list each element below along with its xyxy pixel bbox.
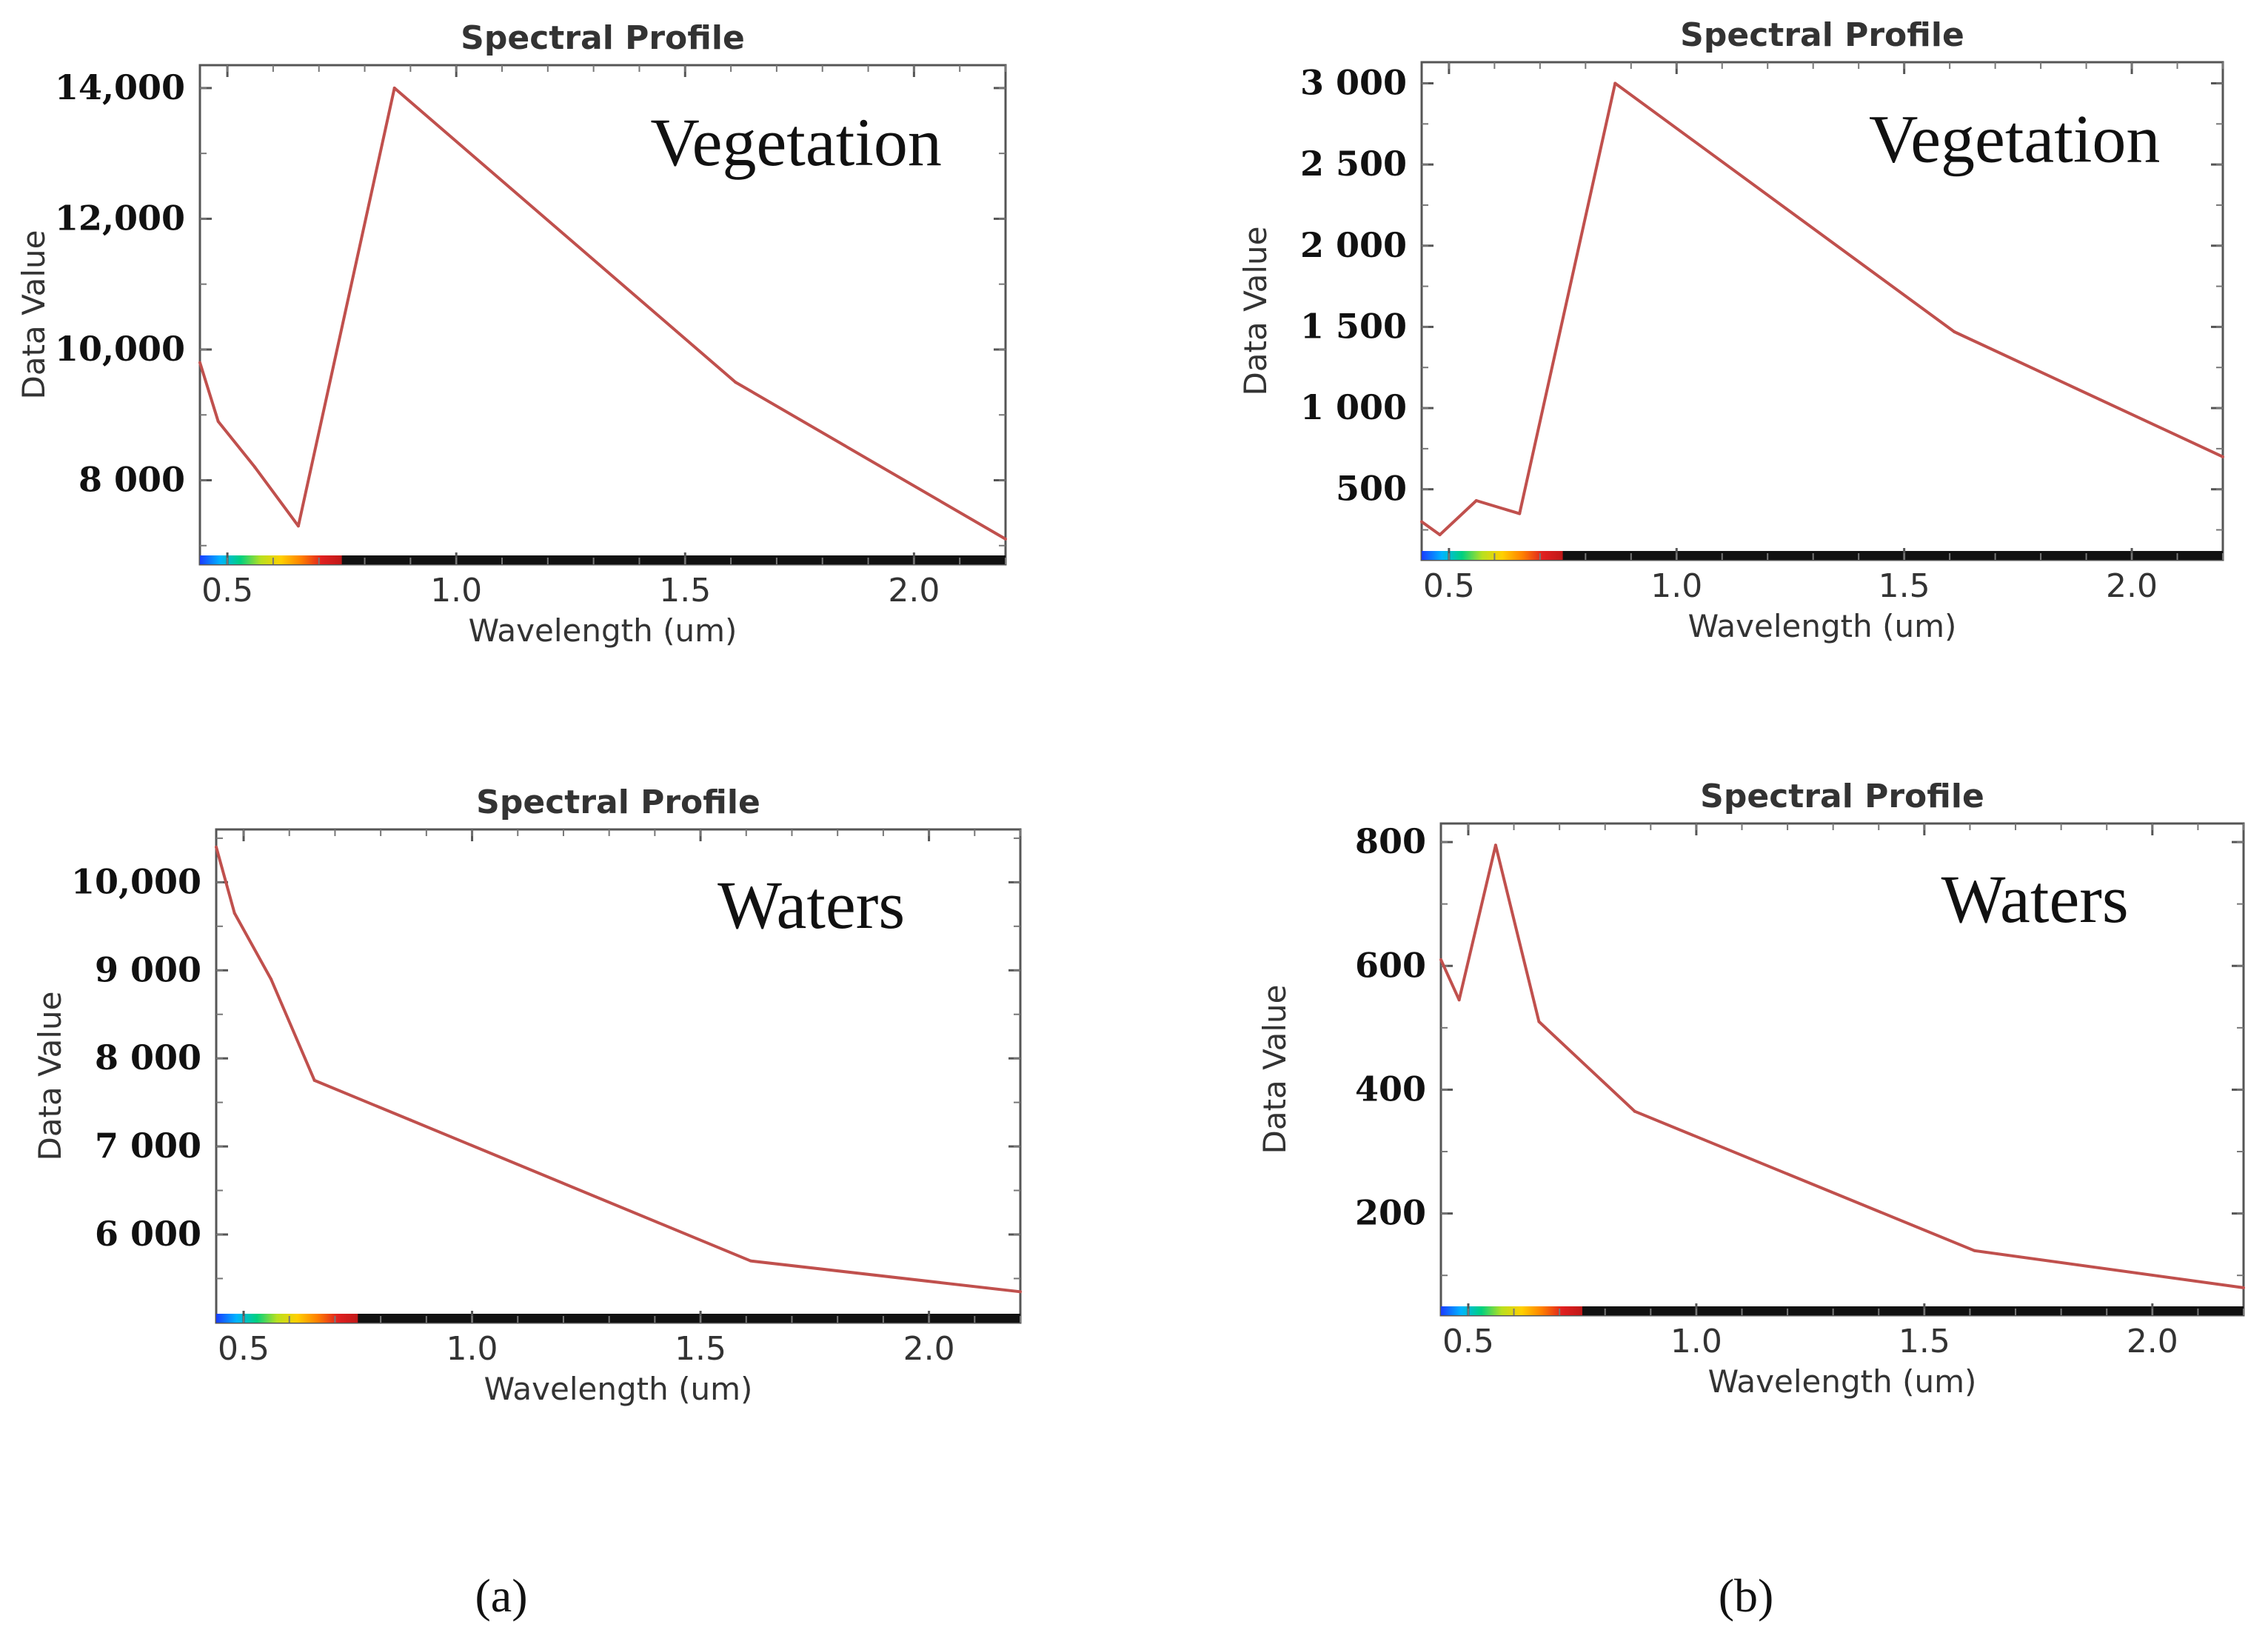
data-point [216, 420, 220, 424]
class-annotation: Waters [717, 867, 905, 943]
chart-title: Spectral Profile [1700, 778, 1984, 815]
y-tick-label: 7 000 [95, 1126, 201, 1166]
y-tick-label: 14,000 [55, 67, 185, 107]
visible-spectrum-strip [1422, 551, 1563, 560]
y-axis-label: Data Value [16, 230, 52, 400]
y-tick-label: 600 [1355, 945, 1426, 985]
y-axis-label: Data Value [1257, 985, 1293, 1155]
panel-b-waters: Spectral Profile 0.5 1.0 1.5 2.0 200 400 600 800… [1257, 778, 2245, 1400]
chart-title: Spectral Profile [1680, 16, 1964, 54]
visible-spectrum-strip [216, 1314, 358, 1323]
class-annotation: Vegetation [1869, 101, 2160, 176]
x-axis-label: Wavelength (um) [484, 1371, 753, 1407]
data-point [270, 978, 273, 981]
wavelength-baseline-bar [1441, 1306, 2244, 1315]
y-tick-label: 6 000 [95, 1214, 201, 1254]
data-point [1438, 533, 1442, 537]
visible-spectrum-strip [1441, 1306, 1582, 1315]
data-point [409, 1118, 412, 1122]
x-tick-label: 1.0 [1650, 567, 1702, 605]
data-point [1420, 520, 1423, 524]
x-tick-label: 2.0 [888, 572, 940, 609]
data-point [1973, 1249, 1976, 1252]
x-tick-label: 1.0 [446, 1330, 498, 1368]
x-tick-label: 1.5 [659, 572, 711, 609]
data-point [198, 361, 201, 364]
x-tick-label: 1.5 [1899, 1323, 1950, 1360]
y-tick-label: 12,000 [55, 198, 185, 238]
data-point [734, 381, 737, 384]
data-point [2221, 455, 2224, 458]
panel-a-waters: Spectral Profile 0.5 1.0 1.5 2.0 6 000 7 000 8 … [32, 784, 1022, 1407]
data-point [1474, 499, 1478, 503]
panel-b-vegetation: Spectral Profile 0.5 1.0 1.5 2.0 500 1 000 1 50… [1237, 16, 2224, 644]
y-tick-label: 10,000 [55, 329, 185, 369]
data-point [1004, 537, 1007, 541]
x-tick-label: 1.5 [1879, 567, 1930, 605]
y-tick-label: 10,000 [71, 861, 201, 901]
x-tick-label: 2.0 [2106, 567, 2158, 605]
y-tick-label: 200 [1355, 1193, 1426, 1233]
class-annotation: Waters [1941, 861, 2129, 937]
wavelength-baseline-bar [1422, 551, 2223, 560]
x-axis-label: Wavelength (um) [469, 612, 737, 649]
data-point [1953, 330, 1956, 333]
y-tick-label: 9 000 [95, 949, 201, 989]
y-tick-label: 3 000 [1300, 63, 1407, 103]
chart-title: Spectral Profile [461, 19, 745, 57]
x-tick-label: 1.5 [675, 1330, 726, 1368]
data-point [253, 465, 257, 469]
x-tick-label: 2.0 [903, 1330, 955, 1368]
plot-area [1420, 61, 2224, 561]
x-tick-label: 1.0 [430, 572, 482, 609]
wavelength-baseline-bar [200, 555, 1006, 564]
data-point [233, 911, 236, 915]
data-point [215, 845, 218, 849]
data-point [296, 524, 300, 528]
data-point [1493, 843, 1497, 847]
y-tick-label: 1 500 [1300, 306, 1407, 346]
y-tick-label: 8 000 [78, 459, 185, 499]
y-axis-label: Data Value [32, 992, 68, 1161]
data-point [1518, 512, 1522, 515]
x-tick-label: 0.5 [201, 572, 253, 609]
x-axis-label: Wavelength (um) [1708, 1363, 1977, 1400]
data-point [312, 1078, 316, 1082]
wavelength-baseline-bar [216, 1314, 1020, 1323]
subfigure-label-a: (a) [475, 1569, 527, 1622]
x-axis-label: Wavelength (um) [1688, 608, 1957, 644]
data-point [1019, 1290, 1022, 1294]
plot-area [215, 828, 1022, 1324]
subfigure-label-b: (b) [1719, 1569, 1774, 1622]
class-annotation: Vegetation [650, 104, 941, 180]
plot-area [1439, 822, 2245, 1317]
panel-a-vegetation: Spectral Profile 0.5 1.0 1.5 2.0 8 000 10,000 1… [16, 19, 1007, 649]
x-tick-label: 0.5 [1442, 1323, 1494, 1360]
data-point [749, 1259, 752, 1263]
data-point [2242, 1286, 2245, 1289]
data-point [1613, 81, 1617, 85]
x-tick-label: 1.0 [1670, 1323, 1722, 1360]
plot-area [198, 64, 1007, 566]
y-tick-label: 8 000 [95, 1038, 201, 1078]
data-point [392, 86, 396, 90]
data-point [1633, 1109, 1636, 1113]
x-tick-label: 0.5 [218, 1330, 270, 1368]
x-tick-label: 0.5 [1423, 567, 1475, 605]
y-tick-label: 400 [1355, 1069, 1426, 1109]
visible-spectrum-strip [200, 555, 342, 564]
y-tick-label: 1 000 [1300, 387, 1407, 427]
data-point [1537, 1020, 1541, 1023]
data-point [1457, 998, 1461, 1002]
y-tick-label: 2 500 [1300, 144, 1407, 184]
y-tick-label: 800 [1355, 821, 1426, 861]
y-axis-label: Data Value [1237, 227, 1274, 396]
y-tick-label: 500 [1336, 469, 1407, 509]
x-tick-label: 2.0 [2127, 1323, 2178, 1360]
data-point [1439, 958, 1442, 961]
chart-title: Spectral Profile [476, 784, 760, 821]
y-tick-label: 2 000 [1300, 225, 1407, 265]
